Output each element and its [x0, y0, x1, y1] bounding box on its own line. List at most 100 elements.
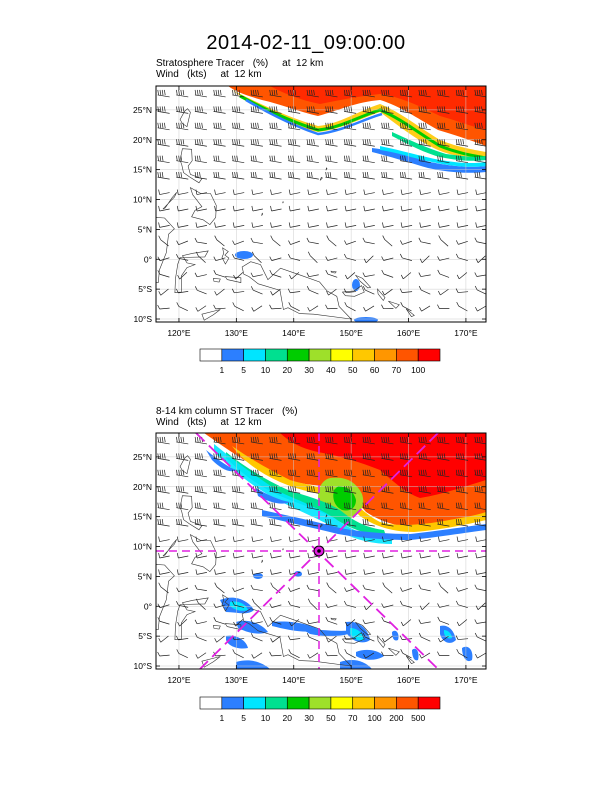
wind-barb — [157, 155, 170, 164]
wind-barb — [437, 155, 450, 164]
wind-barb — [474, 122, 486, 131]
coastline — [174, 250, 209, 294]
wind-barb — [418, 619, 431, 624]
wind-barb — [195, 251, 206, 263]
wind-barb — [195, 222, 207, 228]
wind-barb — [343, 172, 357, 180]
wind-barb — [325, 603, 338, 608]
wind-barb — [250, 469, 263, 478]
wind-barb — [232, 205, 245, 212]
wind-barb — [344, 649, 356, 659]
colorbar-swatch — [199, 696, 223, 710]
wind-barb — [250, 106, 263, 114]
wind-barb — [250, 139, 263, 147]
wind-barb — [343, 502, 357, 511]
wind-barb — [325, 502, 338, 511]
wind-barb — [381, 469, 394, 478]
wind-barb — [307, 652, 319, 659]
wind-barb — [418, 106, 431, 114]
wind-barb — [176, 486, 189, 494]
panel1-wind-barbs — [157, 89, 486, 312]
wind-barb — [288, 469, 301, 478]
wind-barb — [288, 453, 301, 461]
panel1-frame — [155, 85, 487, 323]
coastline — [282, 201, 284, 204]
wind-barb — [288, 89, 301, 98]
wind-barb — [475, 205, 486, 212]
wind-barb — [399, 600, 412, 608]
wind-barb — [306, 436, 319, 445]
wind-barb — [400, 205, 413, 212]
colorbar-label: 500 — [411, 713, 425, 723]
wind-barb — [418, 519, 431, 527]
lat-tick-label: 25°N — [133, 452, 152, 462]
wind-barb — [326, 205, 338, 212]
page-title: 2014-02-11_09:00:00 — [206, 32, 406, 54]
wind-barb — [325, 486, 338, 494]
wind-barb — [288, 155, 301, 164]
wind-barb — [345, 272, 356, 280]
wind-barb — [306, 502, 319, 511]
wind-barb — [474, 172, 486, 180]
wind-barb — [306, 453, 319, 461]
coastline — [174, 597, 209, 641]
wind-barb — [176, 222, 189, 228]
wind-barb — [307, 205, 319, 212]
wind-barb — [213, 89, 226, 98]
wind-barb — [307, 598, 318, 611]
wind-barb — [344, 536, 357, 542]
wind-barb — [326, 569, 338, 575]
wind-barb — [362, 172, 375, 180]
wind-barb — [455, 600, 468, 609]
wind-barb — [213, 172, 226, 180]
wind-barb — [176, 155, 189, 164]
wind-barb — [232, 302, 244, 312]
wind-barb — [195, 205, 207, 212]
coastline — [156, 217, 175, 283]
colorbar-label: 5 — [241, 713, 246, 723]
colorbar-swatch — [286, 348, 310, 362]
wind-barb — [399, 519, 413, 527]
wind-barb — [176, 519, 189, 527]
coastline — [241, 608, 352, 667]
wind-barb — [418, 89, 431, 98]
colorbar-label: 20 — [283, 713, 293, 723]
wind-barb — [269, 616, 282, 625]
wind-barb — [400, 587, 412, 592]
wind-barb — [362, 619, 375, 624]
wind-barb — [194, 155, 207, 164]
wind-barb — [326, 582, 337, 594]
wind-barb — [437, 519, 450, 527]
wind-barb — [399, 253, 412, 261]
lon-tick-label: 120°E — [167, 328, 191, 338]
wind-barb — [455, 587, 468, 592]
wind-barb — [194, 453, 207, 461]
wind-barb — [288, 600, 301, 608]
wind-barb — [382, 635, 393, 643]
wind-barb — [194, 633, 207, 642]
wind-barb — [213, 256, 226, 262]
coastline — [282, 548, 284, 551]
wind-barb — [400, 619, 412, 627]
wind-barb — [307, 569, 319, 575]
coastline — [221, 594, 230, 612]
wind-barb — [455, 139, 469, 147]
wind-barb — [158, 205, 170, 212]
wind-barb — [456, 569, 469, 575]
wind-barb — [214, 569, 226, 575]
coastline — [341, 632, 365, 644]
wind-barb — [251, 598, 262, 610]
wind-barb — [418, 469, 431, 478]
colorbar-label: 1 — [219, 365, 224, 375]
wind-barb — [250, 272, 263, 278]
wind-barb — [288, 536, 301, 542]
coastline — [179, 108, 191, 128]
wind-barb — [362, 584, 375, 592]
wind-barb — [418, 453, 431, 461]
wind-barb — [194, 486, 207, 494]
wind-barb — [382, 222, 394, 228]
wind-barb — [456, 619, 468, 627]
wind-barb — [195, 552, 207, 559]
wind-barb — [288, 106, 301, 114]
lat-tick-label: 10°S — [133, 661, 152, 671]
